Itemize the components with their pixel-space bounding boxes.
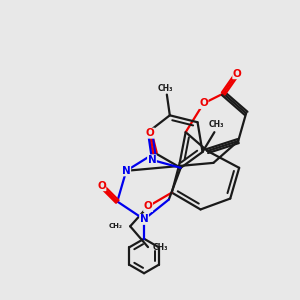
Text: N: N	[148, 155, 156, 165]
Text: N: N	[122, 166, 130, 176]
Text: O: O	[144, 202, 152, 212]
Text: CH₃: CH₃	[152, 243, 168, 252]
Text: CH₃: CH₃	[158, 84, 173, 93]
Text: O: O	[146, 128, 154, 138]
Text: CH₂: CH₂	[109, 223, 123, 229]
Text: CH₃: CH₃	[208, 120, 224, 129]
Text: O: O	[233, 69, 242, 79]
Text: O: O	[97, 181, 106, 191]
Text: N: N	[140, 214, 148, 224]
Text: O: O	[199, 98, 208, 108]
